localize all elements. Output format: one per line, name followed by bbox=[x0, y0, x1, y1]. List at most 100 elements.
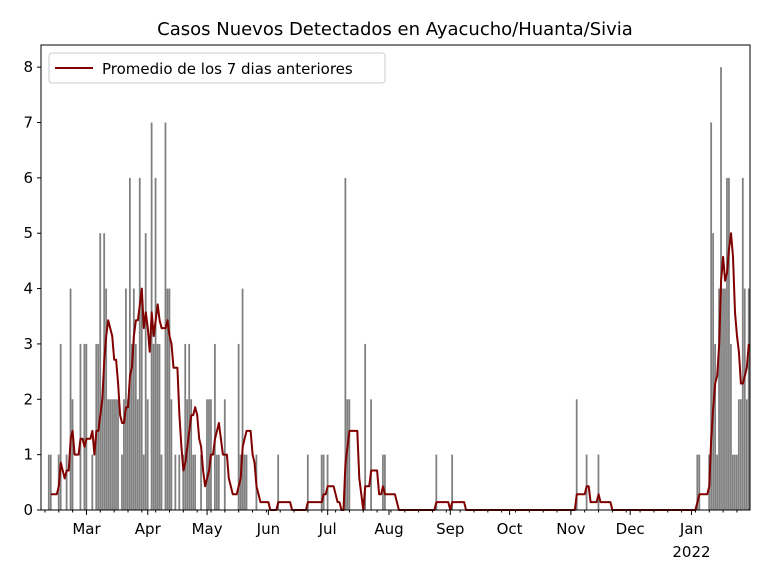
x-tick-label: Mar bbox=[72, 520, 101, 538]
bar bbox=[710, 122, 713, 510]
bar bbox=[322, 454, 325, 510]
bar bbox=[696, 454, 699, 510]
y-tick-label: 0 bbox=[23, 501, 33, 519]
bar bbox=[109, 399, 111, 510]
x-tick-label: Nov bbox=[556, 520, 585, 538]
bar bbox=[370, 399, 372, 510]
bar bbox=[726, 177, 728, 510]
bar bbox=[435, 454, 438, 510]
bar bbox=[745, 399, 748, 510]
bar bbox=[132, 288, 135, 510]
legend-box bbox=[48, 52, 386, 84]
y-tick-label: 6 bbox=[23, 169, 33, 187]
x-tick-label: Oct bbox=[497, 520, 523, 538]
bar bbox=[718, 288, 720, 510]
bar bbox=[152, 343, 155, 510]
bar bbox=[243, 454, 246, 510]
y-tick-label: 8 bbox=[23, 58, 33, 76]
bar bbox=[192, 454, 195, 510]
bar bbox=[215, 454, 218, 510]
y-tick-label: 5 bbox=[23, 224, 33, 242]
x-tick-label: Jul bbox=[318, 520, 337, 538]
bar bbox=[160, 454, 163, 510]
bar bbox=[59, 343, 62, 510]
bar bbox=[95, 343, 98, 510]
bar bbox=[200, 454, 202, 510]
bar bbox=[241, 288, 244, 510]
bar bbox=[69, 288, 72, 510]
legend-label: Promedio de los 7 dias anteriores bbox=[102, 60, 353, 78]
bar bbox=[724, 288, 726, 510]
x-tick-label: May bbox=[192, 520, 223, 538]
x-tick-label: Jun bbox=[256, 520, 280, 538]
x-tick-label: Apr bbox=[135, 520, 162, 538]
bar bbox=[125, 288, 127, 510]
bar bbox=[712, 233, 715, 510]
bar bbox=[140, 288, 143, 510]
x-tick-label: Jan bbox=[679, 520, 703, 538]
bar bbox=[111, 399, 113, 510]
y-tick-label: 3 bbox=[23, 335, 33, 353]
bar bbox=[166, 288, 169, 510]
bar bbox=[732, 454, 734, 510]
bar bbox=[91, 454, 94, 510]
bar bbox=[134, 343, 137, 510]
bar bbox=[113, 399, 115, 510]
bar bbox=[115, 399, 117, 510]
bar bbox=[156, 343, 159, 510]
bar bbox=[730, 343, 732, 510]
bar bbox=[306, 454, 309, 510]
bar bbox=[121, 454, 123, 510]
bar bbox=[128, 177, 131, 510]
y-axis: 0 1 2 3 4 5 6 7 8 bbox=[23, 58, 41, 519]
y-tick-label: 7 bbox=[23, 114, 33, 132]
bar bbox=[184, 343, 187, 510]
bar bbox=[737, 399, 740, 510]
bar bbox=[208, 399, 210, 510]
bar bbox=[741, 177, 744, 510]
bar bbox=[722, 288, 724, 510]
bar bbox=[65, 454, 68, 510]
x-tick-sublabel: 2022 bbox=[672, 543, 710, 561]
bar bbox=[144, 233, 147, 510]
x-axis: Mar Apr May Jun Jul Aug Sep Oct Nov Dec Jan 2022 bbox=[44, 510, 738, 561]
bar bbox=[105, 288, 108, 510]
bar bbox=[170, 399, 173, 510]
plot-frame bbox=[40, 44, 751, 511]
bar bbox=[85, 343, 88, 510]
bar bbox=[743, 288, 746, 510]
bar bbox=[206, 399, 208, 510]
bar bbox=[138, 177, 141, 510]
bar bbox=[158, 343, 161, 510]
bar bbox=[164, 122, 167, 510]
bar bbox=[117, 399, 119, 510]
y-tick-label: 2 bbox=[23, 390, 33, 408]
bar bbox=[127, 399, 129, 510]
bar bbox=[739, 399, 742, 510]
bar bbox=[146, 399, 149, 510]
bar bbox=[451, 454, 454, 510]
bar bbox=[71, 399, 74, 510]
bar bbox=[597, 454, 600, 510]
bar bbox=[213, 343, 216, 510]
bar bbox=[130, 343, 133, 510]
bar bbox=[142, 454, 145, 510]
bar bbox=[728, 177, 730, 510]
bar bbox=[190, 399, 193, 510]
chart-title: Casos Nuevos Detectados en Ayacucho/Huan… bbox=[157, 19, 633, 40]
bar bbox=[237, 343, 240, 510]
bar bbox=[47, 454, 50, 510]
x-tick-label: Dec bbox=[616, 520, 645, 538]
bar bbox=[320, 454, 323, 510]
bar bbox=[585, 454, 588, 510]
bar bbox=[182, 454, 185, 510]
bar bbox=[49, 454, 52, 510]
bar bbox=[326, 454, 329, 510]
bar bbox=[194, 454, 197, 510]
y-tick-label: 4 bbox=[23, 280, 33, 298]
bar bbox=[79, 343, 82, 510]
bar bbox=[99, 233, 102, 510]
x-tick-label: Aug bbox=[374, 520, 403, 538]
bar bbox=[382, 454, 384, 510]
